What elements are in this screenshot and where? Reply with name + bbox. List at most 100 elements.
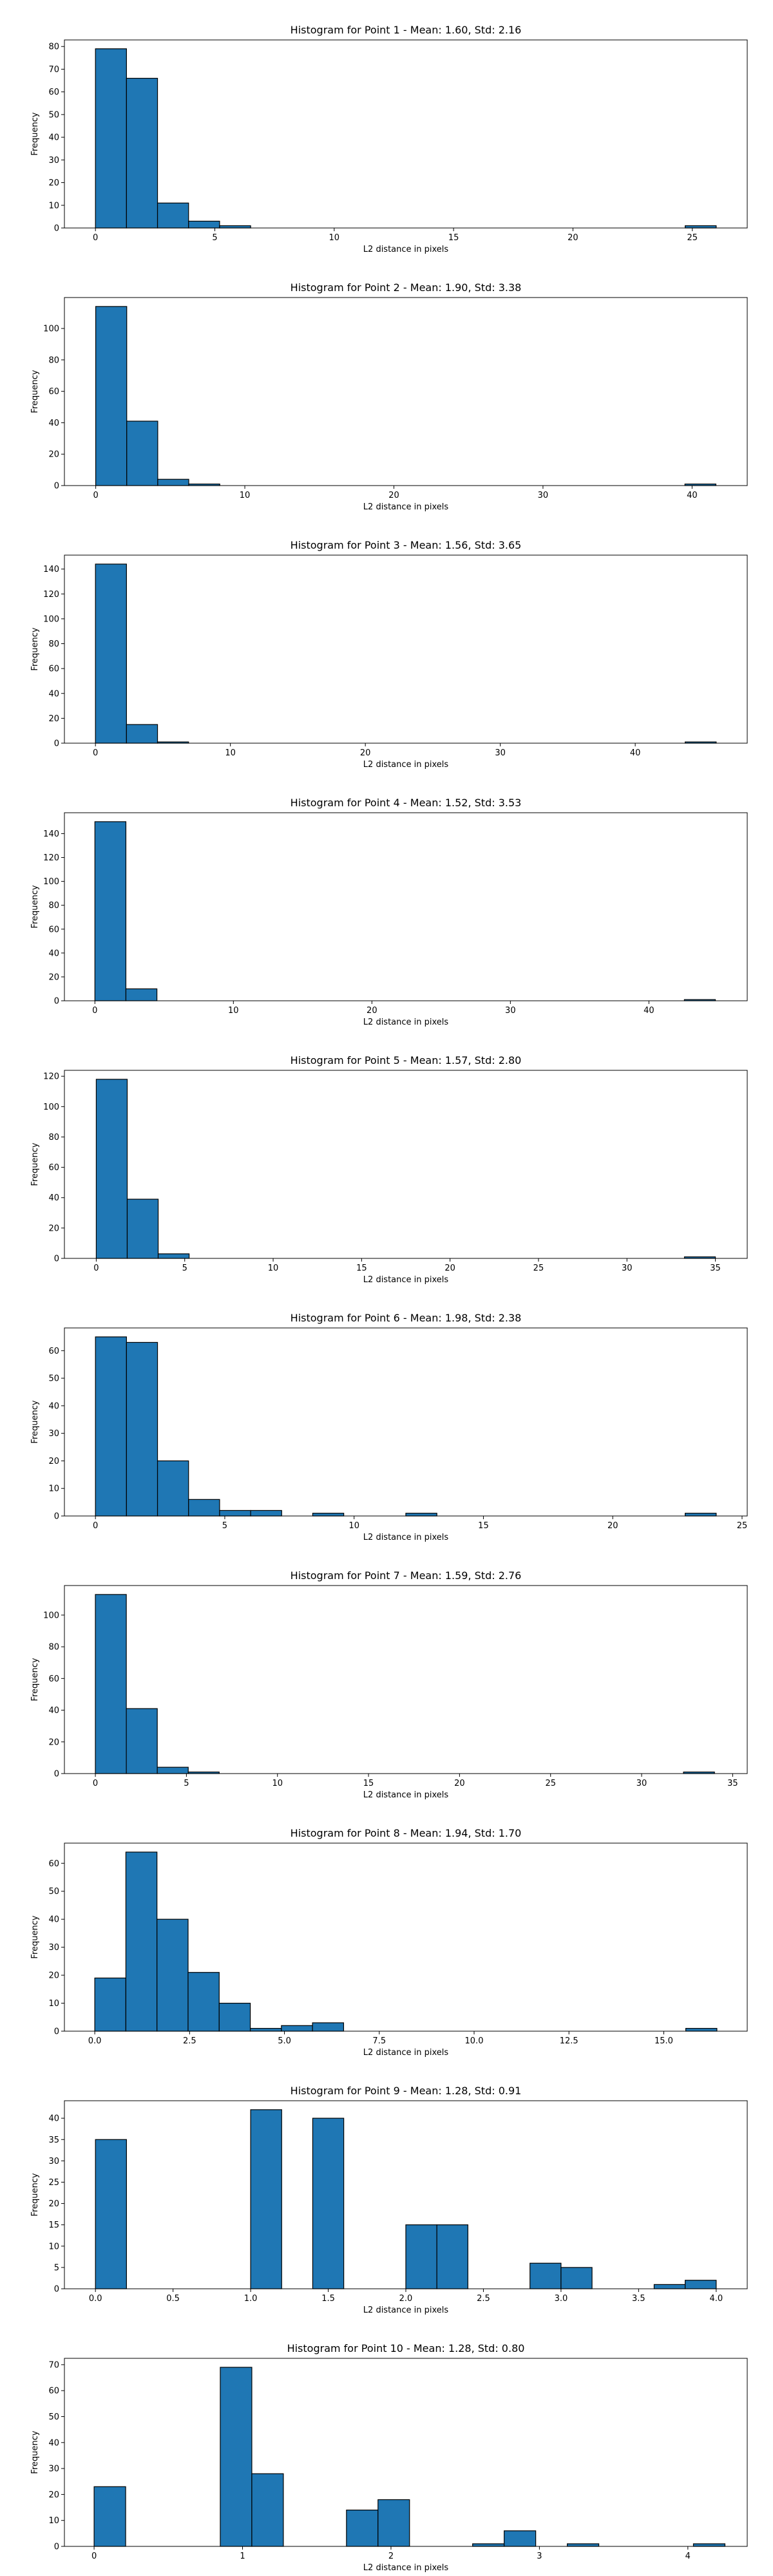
histogram-bar: [93, 2486, 126, 2547]
histogram-bar: [126, 77, 158, 229]
x-tick-label: 10.0: [465, 2036, 484, 2046]
histogram-bar: [125, 988, 158, 1001]
chart-panel-10: Histogram for Point 10 - Mean: 1.28, Std…: [30, 2342, 748, 2573]
histogram-bar: [126, 1708, 158, 1774]
y-tick-label: 40: [48, 419, 59, 428]
chart-title: Histogram for Point 8 - Mean: 1.94, Std:…: [291, 1827, 522, 1839]
x-axis-label: L2 distance in pixels: [363, 1275, 449, 1285]
x-tick-label: 5: [184, 1779, 189, 1788]
y-tick-label: 20: [48, 178, 59, 188]
x-tick-label: 3.0: [555, 2294, 568, 2304]
x-tick-label: 15.0: [654, 2036, 673, 2046]
y-tick-label: 50: [48, 2412, 59, 2422]
histogram-bar: [219, 1510, 251, 1517]
x-tick-label: 20: [607, 1521, 618, 1531]
x-axis-label: L2 distance in pixels: [363, 1533, 449, 1542]
histogram-bar: [312, 2117, 345, 2289]
y-axis-label: Frequency: [30, 1142, 40, 1186]
y-tick-label: 20: [48, 1457, 59, 1466]
x-tick-label: 0: [93, 1264, 99, 1273]
x-tick-label: 2.0: [399, 2294, 413, 2304]
y-tick-label: 20: [48, 2199, 59, 2209]
x-tick-label: 20: [360, 748, 371, 758]
y-axis-label: Frequency: [30, 370, 40, 413]
x-tick-label: 35: [710, 1264, 721, 1273]
x-tick-label: 0: [93, 233, 98, 243]
y-tick-label: 100: [43, 614, 59, 624]
histogram-bar: [94, 821, 127, 1001]
histogram-bar: [312, 1513, 345, 1517]
x-axis-label: L2 distance in pixels: [363, 1790, 449, 1800]
y-tick-label: 30: [48, 156, 59, 166]
x-tick-label: 10: [268, 1264, 279, 1273]
y-tick-label: 30: [48, 1943, 59, 1953]
y-tick-label: 35: [48, 2136, 59, 2145]
y-tick-label: 60: [48, 2387, 59, 2396]
x-axis-label: L2 distance in pixels: [363, 502, 449, 512]
y-tick-label: 40: [48, 1401, 59, 1411]
x-tick-label: 5: [182, 1264, 187, 1273]
x-axis-label: L2 distance in pixels: [363, 2306, 449, 2315]
y-tick-label: 0: [54, 2543, 59, 2552]
chart-title: Histogram for Point 2 - Mean: 1.90, Std:…: [291, 281, 522, 294]
x-tick-label: 10: [228, 1006, 239, 1016]
x-tick-label: 30: [495, 748, 506, 758]
x-tick-label: 4: [685, 2552, 691, 2561]
y-tick-label: 0: [54, 739, 59, 749]
y-tick-label: 40: [48, 1706, 59, 1716]
x-tick-label: 0: [92, 1006, 97, 1016]
histogram-bar: [187, 1972, 220, 2032]
chart-panel-6: Histogram for Point 6 - Mean: 1.98, Std:…: [30, 1312, 748, 1542]
x-tick-label: 40: [687, 491, 698, 500]
x-tick-label: 25: [545, 1779, 556, 1788]
histogram-bar: [312, 2022, 345, 2032]
y-axis-label: Frequency: [30, 2173, 40, 2216]
x-tick-label: 30: [622, 1264, 633, 1273]
y-tick-label: 100: [43, 1103, 59, 1112]
x-tick-label: 0.5: [166, 2294, 180, 2304]
histogram-bar: [346, 2509, 379, 2547]
y-tick-label: 50: [48, 1887, 59, 1897]
y-tick-label: 60: [48, 387, 59, 397]
x-tick-label: 2: [388, 2552, 394, 2561]
axes-frame: [64, 1842, 748, 2032]
y-tick-label: 60: [48, 925, 59, 934]
histogram-bar: [685, 1513, 717, 1517]
histogram-bar: [653, 2284, 686, 2289]
x-tick-label: 3: [537, 2552, 542, 2561]
x-tick-label: 30: [505, 1006, 516, 1016]
x-tick-label: 7.5: [372, 2036, 386, 2046]
x-tick-label: 15: [363, 1779, 374, 1788]
x-tick-label: 0: [93, 748, 98, 758]
histogram-bar: [530, 2262, 562, 2289]
x-axis-label: L2 distance in pixels: [363, 760, 449, 770]
y-tick-label: 120: [43, 853, 59, 863]
y-axis-label: Frequency: [30, 1915, 40, 1958]
x-tick-label: 20: [444, 1264, 455, 1273]
x-tick-label: 40: [644, 1006, 654, 1016]
x-tick-label: 20: [367, 1006, 377, 1016]
axes-frame: [64, 1327, 748, 1517]
histogram-bar: [188, 220, 220, 229]
y-tick-label: 30: [48, 2465, 59, 2474]
histogram-bar: [126, 724, 158, 744]
x-tick-label: 5.0: [278, 2036, 291, 2046]
y-axis-label: Frequency: [30, 1400, 40, 1443]
y-tick-label: 100: [43, 325, 59, 334]
histogram-bar: [125, 1852, 158, 2032]
x-tick-label: 4.0: [709, 2294, 723, 2304]
y-tick-label: 10: [48, 1484, 59, 1494]
x-tick-label: 1.0: [244, 2294, 258, 2304]
x-tick-label: 1: [240, 2552, 245, 2561]
y-tick-label: 0: [54, 482, 59, 491]
x-tick-label: 20: [568, 233, 578, 243]
histogram-bar: [281, 2025, 313, 2032]
axes-frame: [64, 1585, 748, 1774]
x-tick-label: 30: [538, 491, 549, 500]
histogram-bar: [126, 1341, 158, 1517]
y-axis-label: Frequency: [30, 885, 40, 928]
y-tick-label: 60: [48, 1163, 59, 1173]
histogram-bar: [436, 2224, 468, 2289]
y-tick-label: 140: [43, 829, 59, 839]
y-tick-label: 40: [48, 2438, 59, 2448]
